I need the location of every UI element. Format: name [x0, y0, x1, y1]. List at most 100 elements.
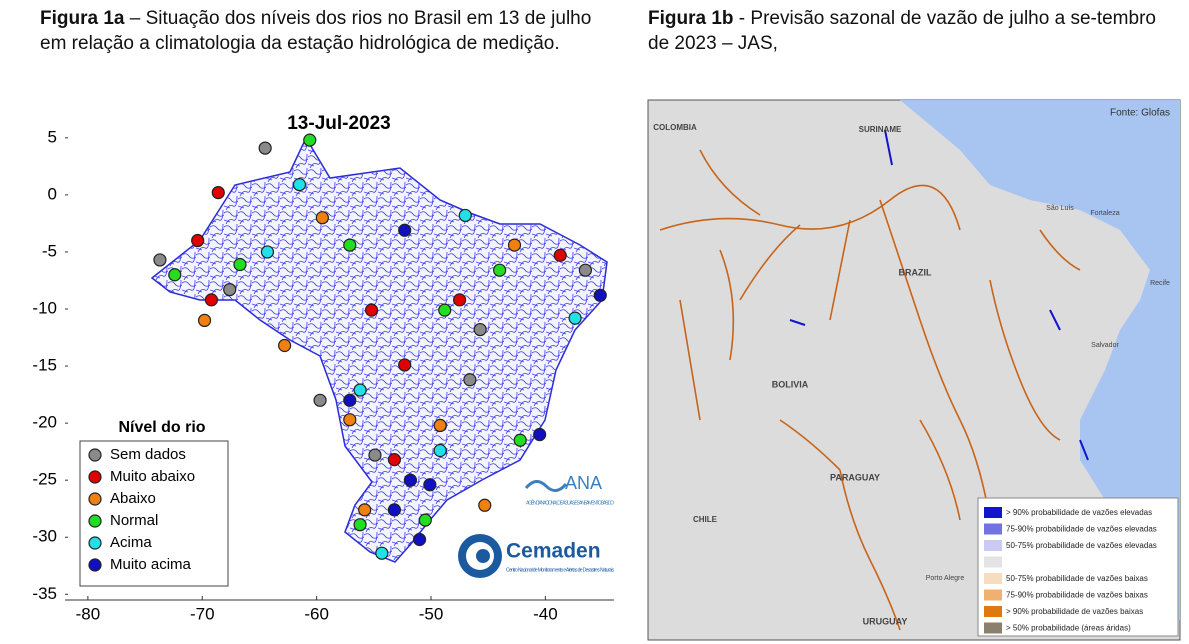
cemaden-logo: Cemaden — [506, 540, 601, 563]
caption-label: Figura 1a — [40, 8, 125, 29]
y-tick-label: -25 — [32, 470, 57, 489]
station — [412, 532, 427, 547]
station — [303, 133, 317, 147]
caption-1b: Figura 1b - Previsão sazonal de vazão de… — [648, 6, 1168, 56]
station — [478, 498, 492, 512]
place-label: Porto Alegre — [926, 575, 965, 582]
legend-label: Normal — [110, 512, 158, 529]
river — [699, 149, 851, 321]
y-tick-label: -30 — [32, 527, 57, 546]
station — [343, 413, 357, 427]
station — [364, 303, 379, 317]
place-labels: COLOMBIA SURINAME BRAZIL BOLIVIA PARAGUAY CHI… — [653, 123, 1170, 626]
cemaden-subtitle: Centro Nacional de Monitoramento e Alert… — [506, 567, 615, 573]
place-label: BOLIVIA — [772, 379, 809, 389]
station — [375, 546, 389, 560]
legend-label: 50-75% probabilidade de vazões baixas — [1006, 574, 1148, 583]
y-tick-label: 0 — [48, 184, 57, 203]
place-label: BRAZIL — [899, 267, 932, 277]
y-tick-label: 5 — [48, 127, 57, 146]
place-label: SURINAME — [859, 125, 902, 134]
legend-label: 75-90% probabilidade de vazões baixas — [1006, 591, 1148, 600]
river — [879, 199, 991, 521]
x-tick-label: -40 — [533, 604, 558, 623]
station — [191, 233, 205, 248]
legend-marker — [88, 558, 102, 572]
ana-subtitle: AGÊNCIA NACIONAL DE ÁGUAS E SANEAMENTO B… — [526, 498, 614, 506]
station — [204, 293, 218, 307]
place-label: Salvador — [1091, 342, 1119, 349]
station — [493, 263, 507, 277]
legend-marker — [88, 536, 102, 550]
place-label: Recife — [1150, 280, 1170, 287]
river-network — [152, 138, 607, 562]
place-label: PARAGUAY — [830, 472, 880, 482]
place-label: CHILE — [693, 515, 718, 524]
station — [452, 293, 467, 307]
legend-marker — [88, 514, 102, 528]
station — [387, 503, 401, 517]
cemaden-icon-eye — [476, 549, 490, 563]
station — [568, 311, 582, 325]
station — [292, 178, 307, 192]
station — [578, 263, 593, 277]
place-label: URUGUAY — [863, 616, 908, 626]
station — [368, 448, 382, 462]
legend: Sem dados Muito abaixo Abaixo Normal Acima Mu… — [88, 446, 195, 573]
legend-swatch — [984, 523, 1002, 535]
station — [418, 513, 432, 527]
station — [403, 473, 418, 487]
y-tick-label: -5 — [42, 241, 57, 260]
station — [513, 433, 527, 447]
station — [353, 383, 367, 397]
ocean — [900, 100, 1180, 600]
station — [423, 478, 437, 492]
station — [507, 238, 522, 252]
x-tick-label: -80 — [76, 604, 101, 623]
y-tick-label: -15 — [32, 356, 57, 375]
river — [779, 419, 901, 631]
station — [153, 253, 167, 267]
legend-label: Muito abaixo — [110, 468, 195, 485]
source: Fonte: Glofas — [1110, 108, 1170, 119]
river — [679, 249, 961, 521]
station — [463, 373, 477, 387]
ana-icon — [524, 480, 568, 492]
legend-swatch — [984, 606, 1002, 617]
river — [789, 129, 1089, 461]
station — [258, 141, 272, 155]
legend-label: Sem dados — [110, 446, 186, 463]
station — [593, 288, 607, 302]
station — [358, 503, 372, 517]
station — [197, 313, 212, 328]
legend-label: > 50% probabilidade (áreas áridas) — [1006, 624, 1131, 633]
y-tick-label: -10 — [32, 298, 57, 317]
station — [398, 358, 412, 372]
station — [433, 418, 447, 432]
caption-1a: Figura 1a – Situação dos níveis dos rios… — [40, 6, 605, 56]
rivers-high — [789, 129, 1089, 461]
legend-box — [79, 440, 229, 587]
river — [659, 184, 961, 231]
caption-text: - Previsão sazonal de vazão de julho a s… — [648, 8, 1156, 54]
legend-swatch — [984, 573, 1002, 584]
station — [553, 248, 567, 262]
station — [313, 393, 327, 407]
legend-marker — [88, 470, 102, 484]
station — [260, 245, 275, 259]
legend-label: 50-75% probabilidade de vazões elevadas — [1006, 541, 1157, 550]
legend-label: > 90% probabilidade de vazões elevadas — [1006, 508, 1152, 517]
station — [278, 338, 292, 353]
x-tick-label: -50 — [419, 604, 444, 623]
rivers-1b — [659, 149, 1081, 631]
place-label: São Luís — [1046, 205, 1074, 212]
legend-label: Abaixo — [110, 490, 156, 507]
station — [433, 443, 447, 458]
station — [343, 238, 357, 252]
y-tick-label: -35 — [32, 584, 57, 603]
station — [233, 257, 247, 272]
legend-swatch — [984, 540, 1002, 551]
station — [387, 453, 401, 467]
